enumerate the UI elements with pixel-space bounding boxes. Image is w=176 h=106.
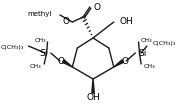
- Text: CH₃: CH₃: [34, 38, 46, 43]
- Text: CH₃: CH₃: [144, 63, 155, 68]
- Text: OH: OH: [86, 93, 100, 103]
- Polygon shape: [114, 60, 124, 67]
- Text: O: O: [57, 57, 64, 66]
- Text: C(CH₃)₃: C(CH₃)₃: [153, 42, 176, 47]
- Text: methyl: methyl: [27, 11, 52, 17]
- Text: O: O: [94, 3, 101, 11]
- Text: O: O: [63, 17, 70, 26]
- Text: CH₃: CH₃: [30, 63, 42, 68]
- Text: OH: OH: [120, 17, 133, 26]
- Text: Si: Si: [139, 49, 147, 57]
- Polygon shape: [92, 79, 94, 93]
- Polygon shape: [63, 60, 72, 67]
- Text: C(CH₃)₃: C(CH₃)₃: [1, 45, 24, 50]
- Text: Si: Si: [39, 49, 48, 57]
- Text: CH₃: CH₃: [140, 38, 152, 43]
- Text: O: O: [122, 57, 129, 66]
